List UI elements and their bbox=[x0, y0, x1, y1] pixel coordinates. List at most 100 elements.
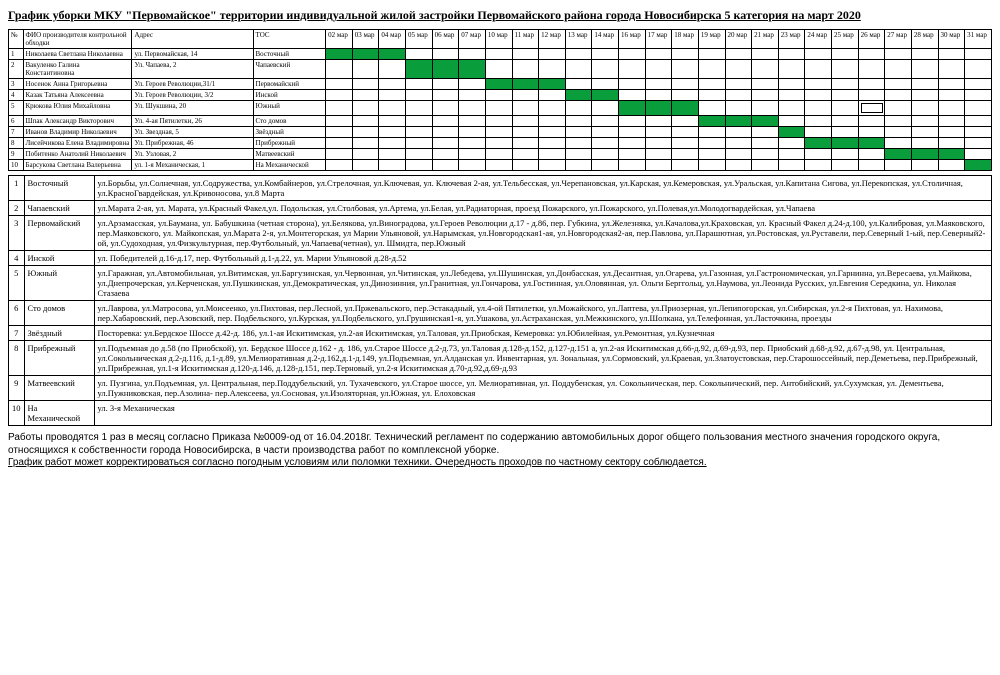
day-cell bbox=[645, 79, 672, 90]
day-cell bbox=[645, 49, 672, 60]
area-row: 4Инскойул. Победителей д.16-д.17, пер. Ф… bbox=[9, 251, 992, 266]
day-cell bbox=[432, 116, 459, 127]
day-cell bbox=[938, 127, 965, 138]
col-day-4: 06 мар bbox=[432, 30, 459, 49]
day-cell bbox=[406, 60, 433, 79]
area-streets: ул. 3-я Механическая bbox=[94, 401, 992, 426]
day-cell bbox=[619, 79, 646, 90]
day-cell bbox=[911, 160, 938, 171]
col-day-2: 04 мар bbox=[379, 30, 406, 49]
table-row: 4Казак Татьяна АлексеевнаУл. Героев Рево… bbox=[9, 90, 992, 101]
cell: Ул. Узловая, 2 bbox=[132, 149, 253, 160]
day-cell bbox=[911, 60, 938, 79]
area-streets: ул.Лаврова, ул.Матросова, ул.Моисеенко, … bbox=[94, 301, 992, 326]
day-cell bbox=[619, 60, 646, 79]
day-cell bbox=[938, 90, 965, 101]
day-cell bbox=[672, 127, 699, 138]
day-cell bbox=[698, 138, 725, 149]
area-streets: ул. Победителей д.16-д.17, пер. Футбольн… bbox=[94, 251, 992, 266]
cell: 1 bbox=[9, 49, 24, 60]
day-cell bbox=[725, 101, 752, 116]
day-cell bbox=[539, 79, 566, 90]
day-cell bbox=[858, 160, 885, 171]
col-day-21: 27 мар bbox=[885, 30, 912, 49]
day-cell bbox=[832, 60, 859, 79]
cell: Шпак Александр Викторович bbox=[23, 116, 132, 127]
day-cell bbox=[672, 138, 699, 149]
col-day-10: 14 мар bbox=[592, 30, 619, 49]
day-cell bbox=[805, 49, 832, 60]
col-day-19: 25 мар bbox=[832, 30, 859, 49]
day-cell bbox=[432, 138, 459, 149]
cell: Крюкова Юлия Михайловна bbox=[23, 101, 132, 116]
day-cell bbox=[379, 127, 406, 138]
day-cell bbox=[592, 116, 619, 127]
cell: Звёздный bbox=[253, 127, 326, 138]
cell: Чапаевский bbox=[253, 60, 326, 79]
day-cell bbox=[619, 90, 646, 101]
day-cell bbox=[725, 49, 752, 60]
day-cell bbox=[565, 138, 592, 149]
day-cell bbox=[725, 79, 752, 90]
day-cell bbox=[485, 138, 512, 149]
area-num: 1 bbox=[9, 176, 25, 201]
day-cell bbox=[512, 49, 539, 60]
cell: 4 bbox=[9, 90, 24, 101]
day-cell bbox=[885, 127, 912, 138]
table-row: 6Шпак Александр ВикторовичУл. 4-ая Пятил… bbox=[9, 116, 992, 127]
day-cell bbox=[805, 127, 832, 138]
day-cell bbox=[352, 127, 379, 138]
day-cell bbox=[379, 160, 406, 171]
cell: Вакуленко Галина Константиновна bbox=[23, 60, 132, 79]
col-day-22: 28 мар bbox=[911, 30, 938, 49]
day-cell bbox=[485, 160, 512, 171]
day-cell bbox=[672, 101, 699, 116]
day-cell bbox=[778, 116, 805, 127]
day-cell bbox=[406, 160, 433, 171]
day-cell bbox=[326, 116, 353, 127]
day-cell bbox=[619, 116, 646, 127]
day-cell bbox=[698, 127, 725, 138]
day-cell bbox=[805, 149, 832, 160]
cell: Ул. Героев Революции, 3/2 bbox=[132, 90, 253, 101]
day-cell bbox=[406, 101, 433, 116]
col-day-6: 10 мар bbox=[485, 30, 512, 49]
day-cell bbox=[326, 90, 353, 101]
day-cell bbox=[512, 101, 539, 116]
area-name: На Механической bbox=[24, 401, 94, 426]
table-row: 3Носенок Анна ГригорьевнаУл. Героев Рево… bbox=[9, 79, 992, 90]
cell: Южный bbox=[253, 101, 326, 116]
day-cell bbox=[725, 160, 752, 171]
day-cell bbox=[565, 101, 592, 116]
day-cell bbox=[352, 79, 379, 90]
day-cell bbox=[539, 60, 566, 79]
col-day-16: 21 мар bbox=[752, 30, 779, 49]
cell: ул. Первомайская, 14 bbox=[132, 49, 253, 60]
cell: На Механической bbox=[253, 160, 326, 171]
day-cell bbox=[352, 138, 379, 149]
day-cell bbox=[512, 138, 539, 149]
area-name: Матвеевский bbox=[24, 376, 94, 401]
day-cell bbox=[885, 60, 912, 79]
day-cell bbox=[565, 160, 592, 171]
schedule-table: №ФИО производителя контрольной обходкиАд… bbox=[8, 29, 992, 171]
area-streets: ул. Пузгина, ул.Подъемная, ул. Центральн… bbox=[94, 376, 992, 401]
col-num: № bbox=[9, 30, 24, 49]
page-title: График уборки МКУ "Первомайское" террито… bbox=[8, 8, 992, 23]
day-cell bbox=[592, 149, 619, 160]
day-cell bbox=[672, 60, 699, 79]
day-cell bbox=[459, 90, 486, 101]
day-cell bbox=[698, 101, 725, 116]
day-cell bbox=[592, 49, 619, 60]
area-row: 8Прибрежныйул.Подъемная до д.58 (по Прио… bbox=[9, 341, 992, 376]
day-cell bbox=[512, 79, 539, 90]
cell: Лисейчикова Елена Владимировна bbox=[23, 138, 132, 149]
cell: 7 bbox=[9, 127, 24, 138]
day-cell bbox=[911, 79, 938, 90]
day-cell bbox=[805, 60, 832, 79]
day-cell bbox=[352, 90, 379, 101]
day-cell bbox=[911, 149, 938, 160]
day-cell bbox=[752, 116, 779, 127]
cell: Ул. Прибрежная, 46 bbox=[132, 138, 253, 149]
day-cell bbox=[832, 160, 859, 171]
